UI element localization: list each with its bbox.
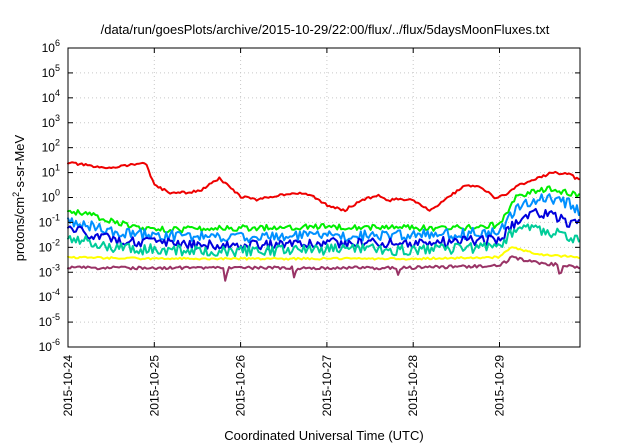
y-tick-label: 100	[42, 188, 60, 205]
y-tick-label: 102	[42, 138, 60, 155]
y-tick-label: 10-6	[39, 337, 60, 354]
y-tick-label: 10-4	[39, 287, 60, 304]
y-tick-label: 10-3	[39, 262, 60, 279]
y-tick-label: 101	[42, 163, 60, 180]
series-line-1	[67, 161, 580, 213]
series-line-5	[67, 223, 580, 258]
y-tick-label: 106	[42, 38, 60, 55]
x-tick-label: 2015-10-24	[61, 355, 75, 417]
x-tick-label: 2015-10-25	[147, 355, 161, 417]
series-group	[67, 161, 580, 282]
x-tick-label: 2015-10-26	[234, 355, 248, 417]
y-tick-label: 103	[42, 113, 60, 130]
x-axis-label: Coordinated Universal Time (UTC)	[224, 428, 423, 443]
chart-title: /data/run/goesPlots/archive/2015-10-29/2…	[101, 22, 550, 37]
y-tick-label: 10-2	[39, 237, 60, 254]
series-line-4	[67, 207, 580, 251]
grid	[68, 48, 580, 347]
x-axis-ticks: 2015-10-24 2015-10-25 2015-10-26 2015-10-27…	[61, 48, 507, 416]
y-tick-label: 104	[42, 88, 60, 105]
y-axis-label-base: protons/cm	[12, 197, 27, 261]
y-axis-label: protons/cm2-s-sr-MeV	[11, 134, 27, 261]
x-tick-label: 2015-10-27	[320, 355, 334, 417]
series-line-2	[67, 185, 580, 234]
y-axis-label-sup: 2	[11, 192, 21, 197]
x-tick-label: 2015-10-29	[493, 355, 507, 417]
y-tick-label: 10-1	[39, 212, 60, 229]
series-line-6	[67, 246, 580, 261]
y-axis-label-rest: -s-sr-MeV	[12, 134, 27, 191]
x-tick-label: 2015-10-28	[406, 355, 420, 417]
series-line-3	[67, 193, 580, 244]
y-tick-label: 10-5	[39, 312, 60, 329]
y-axis-ticks: 10-6 10-5 10-4 10-3 10-2 10-1 100 101 102 103 104 1…	[39, 38, 580, 354]
y-tick-label: 105	[42, 63, 60, 80]
series-line-7	[67, 255, 580, 282]
